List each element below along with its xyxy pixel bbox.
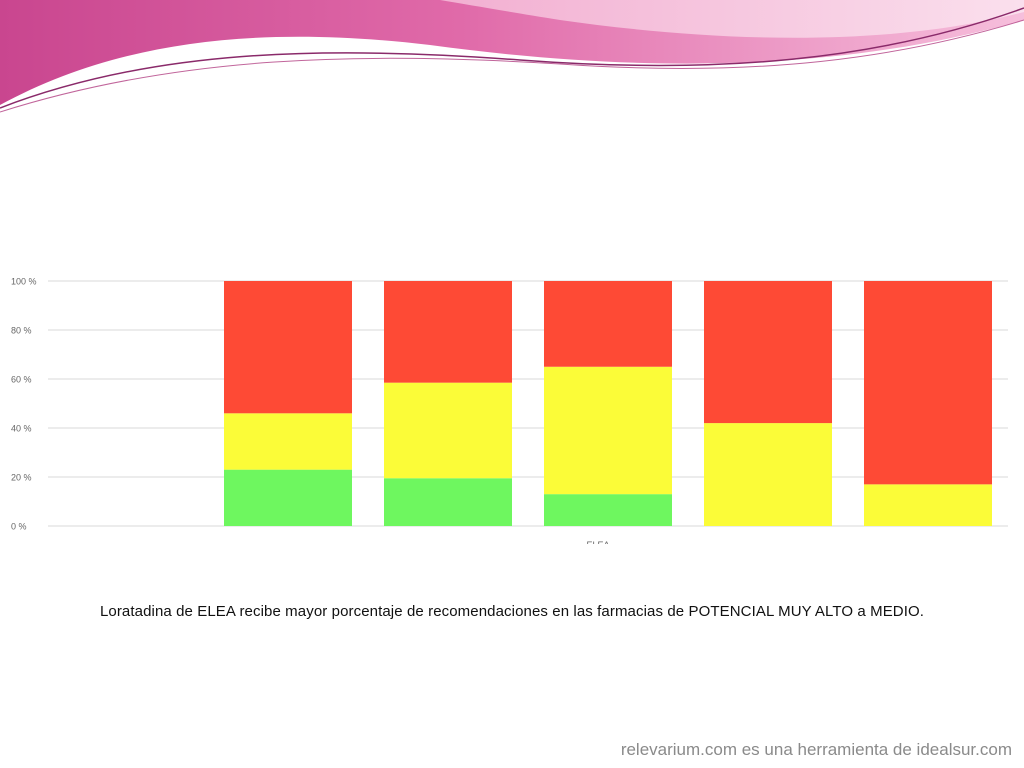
slide-caption: Loratadina de ELEA recibe mayor porcenta… bbox=[99, 603, 925, 620]
y-tick-label: 60 % bbox=[11, 375, 32, 385]
bar-segment bbox=[704, 281, 832, 424]
bar-segment bbox=[384, 478, 512, 526]
bar-segment bbox=[864, 281, 992, 485]
y-tick-label: 100 % bbox=[11, 277, 37, 287]
bar-segment bbox=[544, 494, 672, 526]
footer-text: relevarium.com es una herramienta de ide… bbox=[620, 740, 1012, 759]
bar-segment bbox=[544, 366, 672, 495]
chart-area: 0 % 20 % 40 % 60 % 80 % 100 % ELEA bbox=[8, 268, 1014, 544]
header-decoration bbox=[0, 0, 1024, 113]
header-wave-line bbox=[0, 7, 1024, 109]
y-tick-label: 80 % bbox=[11, 326, 32, 336]
y-tick-label: 0 % bbox=[11, 522, 27, 532]
y-tick-label: 40 % bbox=[11, 424, 32, 434]
bar-segment bbox=[384, 382, 512, 479]
header-wave-line-2 bbox=[0, 19, 1024, 113]
stacked-bar-chart: 0 % 20 % 40 % 60 % 80 % 100 % ELEA bbox=[11, 277, 1008, 544]
bar-segment bbox=[224, 413, 352, 470]
bar-segment bbox=[384, 281, 512, 383]
x-axis-label: ELEA bbox=[586, 540, 609, 544]
header-wave-light bbox=[440, 0, 1024, 38]
bar-segment bbox=[704, 423, 832, 526]
y-tick-label: 20 % bbox=[11, 473, 32, 483]
bar-segment bbox=[224, 469, 352, 526]
bar-segment bbox=[864, 484, 992, 526]
bar-segment bbox=[544, 281, 672, 367]
bar-segment bbox=[224, 281, 352, 414]
